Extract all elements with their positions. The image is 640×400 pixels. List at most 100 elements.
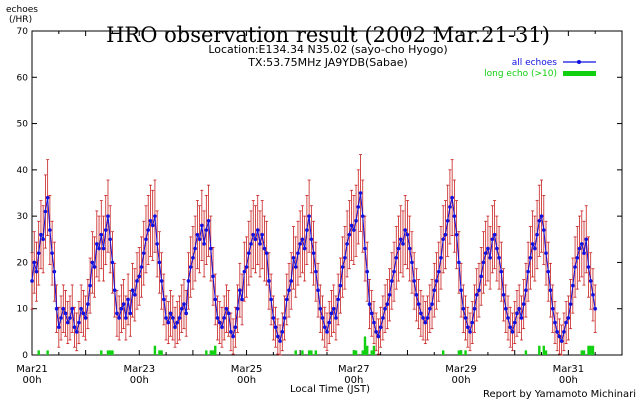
long-echo-bar: [589, 345, 592, 355]
data-point-all-echoes: [61, 306, 66, 311]
data-point-all-echoes: [157, 260, 162, 265]
data-point-all-echoes: [155, 242, 159, 246]
long-echo-bar: [211, 350, 215, 355]
data-point-all-echoes: [528, 255, 533, 260]
long-echo-bar: [37, 350, 40, 355]
data-point-all-echoes: [425, 316, 430, 320]
data-point-all-echoes: [568, 302, 573, 306]
data-point-all-echoes: [269, 297, 273, 302]
data-point-all-echoes: [170, 316, 175, 320]
long-echo-bar: [544, 350, 548, 355]
data-point-all-echoes: [376, 334, 381, 339]
data-point-all-echoes: [231, 334, 235, 339]
data-point-all-echoes: [548, 288, 553, 293]
data-point-all-echoes: [510, 330, 515, 334]
data-point-all-echoes: [311, 251, 316, 255]
data-point-all-echoes: [320, 316, 325, 320]
data-point-all-echoes: [74, 330, 79, 334]
data-point-all-echoes: [244, 265, 249, 269]
data-point-all-echoes: [79, 306, 83, 311]
y-tick-label: 60: [17, 73, 29, 83]
data-point-all-echoes: [215, 316, 220, 320]
data-point-all-echoes: [262, 246, 267, 251]
long-echo-bar: [301, 350, 304, 355]
data-point-all-echoes: [50, 251, 54, 255]
legend: all echoes long echo (>10): [484, 58, 596, 79]
data-point-all-echoes: [573, 265, 577, 269]
data-point-all-echoes: [439, 255, 443, 260]
data-point-all-echoes: [588, 279, 593, 283]
data-point-all-echoes: [280, 330, 285, 334]
data-point-all-echoes: [499, 269, 504, 274]
data-point-all-echoes: [387, 293, 392, 297]
data-point-all-echoes: [249, 242, 253, 246]
data-point-all-echoes: [68, 316, 72, 320]
data-point-all-echoes: [530, 242, 535, 246]
data-point-all-echoes: [327, 320, 332, 325]
long-echo-bar: [46, 350, 49, 355]
data-point-all-echoes: [488, 255, 492, 260]
data-point-all-echoes: [550, 306, 555, 311]
plot-area: 010203040506070Mar2100hMar2300hMar2500hM…: [16, 27, 623, 386]
data-point-all-echoes: [468, 330, 472, 334]
data-point-all-echoes: [325, 330, 329, 334]
data-point-all-echoes: [394, 255, 399, 260]
long-echo-bar: [294, 350, 297, 355]
credit-text: Report by Yamamoto Michinari: [483, 389, 636, 400]
data-point-all-echoes: [108, 237, 113, 242]
long-echo-bar: [459, 350, 463, 355]
legend-label-long-echo: long echo (>10): [484, 69, 557, 79]
data-point-all-echoes: [65, 320, 70, 325]
data-point-all-echoes: [150, 223, 155, 228]
y-tick-label: 10: [17, 305, 29, 315]
data-point-all-echoes: [144, 237, 148, 242]
y-axis-label-line1: echoes: [6, 5, 38, 15]
data-point-all-echoes: [454, 232, 459, 237]
data-point-all-echoes: [363, 246, 367, 251]
data-point-all-echoes: [188, 265, 193, 269]
data-point-all-echoes: [524, 288, 528, 293]
data-point-all-echoes: [430, 302, 434, 306]
x-axis-label: Local Time (JST): [290, 384, 370, 395]
data-point-all-echoes: [407, 246, 412, 251]
data-point-all-echoes: [159, 279, 164, 283]
data-point-all-echoes: [83, 316, 88, 320]
data-point-all-echoes: [383, 306, 387, 311]
long-echo-bar: [109, 350, 112, 355]
data-point-all-echoes: [586, 265, 591, 269]
data-point-all-echoes: [544, 251, 548, 255]
data-point-all-echoes: [208, 246, 213, 251]
data-point-all-echoes: [463, 316, 468, 320]
chart-subtitle-location: Location:E134.34 N35.02 (sayo-cho Hyogo): [208, 43, 447, 56]
data-point-all-echoes: [202, 242, 206, 246]
x-tick-label: Mar25: [231, 364, 263, 375]
data-point-all-echoes: [175, 320, 180, 325]
x-tick-sublabel: 00h: [237, 375, 256, 386]
data-point-all-echoes: [101, 246, 106, 251]
x-tick-sublabel: 00h: [452, 375, 471, 386]
data-point-all-echoes: [186, 279, 191, 283]
long-echo-bar: [457, 350, 461, 355]
data-point-all-echoes: [497, 255, 501, 260]
long-echo-bar: [372, 345, 376, 355]
data-point-all-echoes: [517, 306, 521, 311]
data-point-all-echoes: [184, 311, 189, 316]
x-tick-sublabel: 00h: [130, 375, 149, 386]
data-point-all-echoes: [173, 325, 177, 330]
data-point-all-echoes: [512, 320, 517, 325]
data-point-all-echoes: [347, 232, 352, 237]
y-tick-label: 20: [17, 258, 29, 268]
data-point-all-echoes: [537, 218, 542, 223]
x-tick-label: Mar23: [123, 364, 155, 375]
x-tick-label: Mar31: [553, 364, 585, 375]
data-point-all-echoes: [479, 274, 484, 279]
long-echo-bar: [464, 350, 467, 355]
x-tick-sublabel: 00h: [22, 375, 41, 386]
data-point-all-echoes: [508, 325, 513, 330]
data-point-all-echoes: [562, 330, 566, 334]
data-point-all-echoes: [452, 214, 457, 218]
data-point-all-echoes: [521, 302, 526, 306]
data-point-all-echoes: [168, 311, 173, 316]
data-point-all-echoes: [220, 325, 224, 330]
